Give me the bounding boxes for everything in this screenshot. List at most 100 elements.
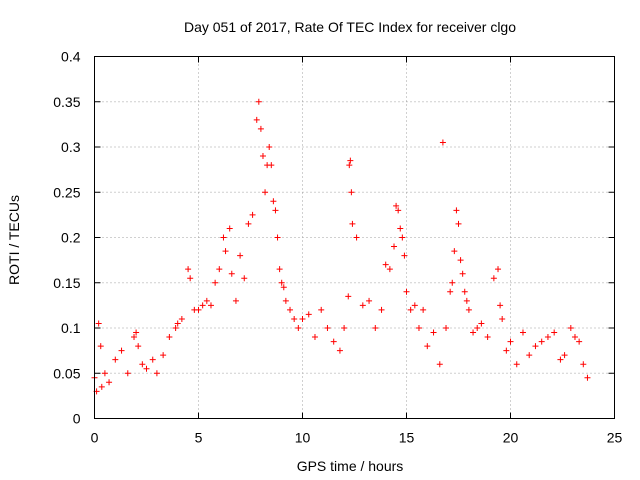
data-point	[106, 379, 113, 386]
data-point	[143, 365, 150, 372]
data-point	[463, 297, 470, 304]
data-point	[382, 261, 389, 268]
data-point	[139, 361, 146, 368]
x-tick-label: 10	[295, 430, 311, 446]
data-point	[341, 325, 348, 331]
data-point	[366, 297, 373, 304]
data-point	[259, 153, 266, 160]
data-point	[98, 383, 105, 390]
y-tick-label: 0.35	[53, 94, 80, 110]
data-point	[391, 243, 398, 250]
data-point	[178, 315, 185, 322]
data-point	[212, 279, 219, 286]
data-point	[461, 288, 468, 295]
x-tick-label: 20	[503, 430, 519, 446]
data-point	[97, 343, 104, 350]
data-point	[245, 220, 252, 227]
data-point	[160, 352, 167, 359]
data-point	[395, 207, 402, 214]
data-point	[232, 297, 239, 304]
data-points	[91, 98, 591, 395]
x-tick-label: 0	[91, 430, 99, 446]
y-tick-label: 0.25	[53, 184, 80, 200]
data-point	[199, 302, 206, 309]
data-point	[353, 234, 360, 241]
y-tick-label: 0	[73, 411, 81, 427]
data-point	[287, 306, 294, 313]
data-point	[349, 220, 356, 227]
data-point	[222, 248, 229, 255]
data-point	[270, 198, 277, 205]
y-tick-label: 0.05	[53, 365, 80, 381]
data-point	[172, 325, 179, 331]
data-point	[187, 275, 194, 282]
data-point	[484, 334, 491, 341]
data-point	[451, 248, 458, 255]
data-point	[237, 252, 244, 259]
data-point	[336, 347, 343, 354]
data-point	[324, 325, 331, 331]
data-point	[255, 98, 262, 105]
y-ticks: 0 0.05 0.1 0.15 0.2 0.25 0.3 0.35 0.4	[53, 49, 615, 427]
data-point	[346, 162, 353, 169]
data-point	[397, 225, 404, 232]
y-tick-label: 0.4	[61, 49, 81, 65]
data-point	[216, 266, 223, 273]
data-point	[386, 266, 393, 273]
data-point	[174, 320, 181, 327]
data-point	[195, 306, 202, 313]
x-tick-label: 25	[607, 430, 623, 446]
data-point	[455, 220, 462, 227]
y-tick-label: 0.3	[61, 139, 81, 155]
data-point	[241, 275, 248, 282]
data-point	[253, 116, 260, 123]
y-axis-label: ROTI / TECUs	[6, 195, 22, 285]
data-point	[453, 207, 460, 214]
data-point	[135, 343, 142, 350]
data-point	[507, 338, 514, 345]
data-point	[544, 334, 551, 341]
data-point	[272, 207, 279, 214]
data-point	[220, 234, 227, 241]
data-point	[538, 338, 545, 345]
data-point	[478, 320, 485, 327]
data-point	[439, 139, 446, 146]
data-point	[490, 275, 497, 282]
data-point	[571, 334, 578, 341]
data-point	[378, 306, 385, 313]
data-point	[457, 257, 464, 264]
data-point	[318, 306, 325, 313]
data-point	[399, 234, 406, 241]
data-point	[280, 284, 287, 291]
data-point	[393, 202, 400, 209]
data-point	[584, 374, 591, 381]
data-point	[311, 334, 318, 341]
data-point	[153, 370, 160, 377]
x-axis-label: GPS time / hours	[297, 458, 404, 474]
data-point	[268, 162, 275, 169]
data-point	[424, 343, 431, 350]
data-point	[499, 315, 506, 322]
data-point	[436, 361, 443, 368]
data-point	[347, 157, 354, 164]
data-point	[576, 338, 583, 345]
data-point	[278, 279, 285, 286]
data-point	[465, 306, 472, 313]
data-point	[282, 297, 289, 304]
data-point	[561, 352, 568, 359]
data-point	[443, 325, 450, 331]
data-point	[266, 144, 273, 150]
data-point	[95, 320, 102, 327]
data-point	[166, 334, 173, 341]
x-ticks: 0 5 10 15 20 25	[91, 56, 623, 446]
data-point	[551, 329, 558, 336]
data-point	[557, 356, 564, 363]
y-tick-label: 0.1	[61, 320, 81, 336]
data-point	[207, 302, 214, 309]
data-point	[407, 306, 414, 313]
data-point	[124, 370, 131, 377]
data-point	[411, 302, 418, 309]
data-point	[249, 211, 256, 218]
data-point	[372, 325, 379, 331]
